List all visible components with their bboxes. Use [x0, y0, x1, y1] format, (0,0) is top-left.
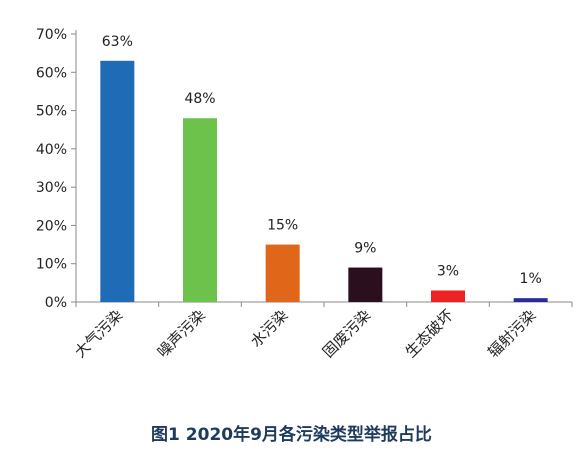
axes [75, 30, 573, 307]
x-category-label: 噪声污染 [154, 306, 209, 361]
bars [100, 60, 548, 302]
data-label: 15% [267, 218, 298, 234]
data-label: 3% [437, 264, 459, 280]
y-tick-label: 60% [36, 65, 67, 81]
data-label: 1% [520, 271, 542, 287]
x-category-label: 辐射污染 [484, 306, 539, 361]
bar [348, 267, 383, 302]
figure-caption: 图1 2020年9月各污染类型举报占比 [151, 425, 432, 445]
x-category-label: 固废污染 [319, 306, 374, 361]
bar [513, 298, 548, 302]
bar [100, 60, 135, 302]
y-tick-label: 20% [36, 218, 67, 234]
y-tick-label: 40% [36, 142, 67, 158]
bar [183, 118, 217, 302]
data-label: 9% [354, 241, 376, 257]
y-tick-label: 10% [36, 257, 67, 273]
bar [265, 244, 300, 302]
y-tick-label: 0% [45, 295, 67, 311]
data-labels: 63% 48% 15% 9% 3% 1% [102, 34, 542, 287]
y-tick-label: 70% [36, 27, 67, 43]
y-axis-ticks: 0% 10% 20% 30% 40% 50% 60% 70% [36, 27, 76, 311]
bar [431, 290, 465, 302]
x-category-label: 水污染 [247, 306, 292, 351]
x-axis-category-labels: 大气污染 噪声污染 水污染 固废污染 生态破坏 辐射污染 [71, 306, 539, 361]
x-category-label: 大气污染 [71, 306, 126, 361]
data-label: 63% [102, 34, 133, 50]
x-category-label: 生态破坏 [402, 306, 457, 361]
y-tick-label: 50% [36, 104, 67, 120]
data-label: 48% [184, 91, 215, 107]
y-tick-label: 30% [36, 180, 67, 196]
